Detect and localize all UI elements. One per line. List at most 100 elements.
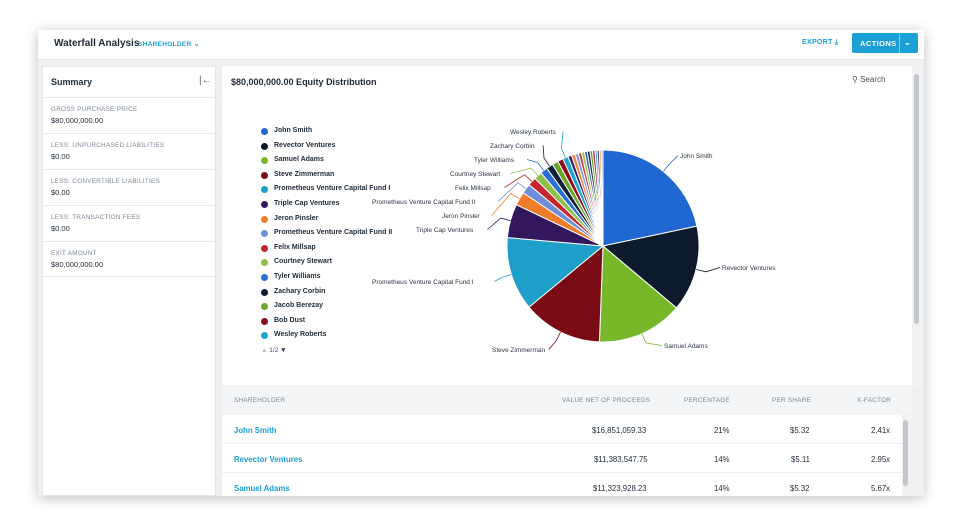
legend-swatch bbox=[261, 259, 268, 267]
legend-swatch bbox=[261, 332, 268, 340]
legend-swatch bbox=[261, 215, 268, 223]
scrollbar-thumb[interactable] bbox=[914, 74, 919, 324]
legend-item[interactable]: Prometheus Venture Capital Fund II bbox=[261, 228, 421, 240]
actions-label: ACTIONS bbox=[860, 39, 897, 48]
summary-item-value: $0.00 bbox=[51, 224, 70, 233]
table-row: Samuel Adams $11,323,928.23 14% $5.32 5.… bbox=[222, 473, 902, 496]
search-icon: ⚲ bbox=[852, 75, 858, 84]
pie-slice-label: Triple Cap Ventures bbox=[416, 227, 474, 234]
table-row: Revector Ventures $11,383,547.75 14% $5.… bbox=[222, 444, 902, 473]
pie-slice-label: Prometheus Venture Capital Fund II bbox=[372, 199, 476, 206]
legend-label: Zachary Corbin bbox=[274, 287, 326, 295]
chevron-down-icon: ⌄ bbox=[193, 41, 200, 48]
collapse-panel-icon[interactable]: |← bbox=[199, 75, 212, 86]
view-dropdown-label: SHAREHOLDER bbox=[138, 41, 192, 48]
legend-item[interactable]: Bob Dust bbox=[261, 316, 421, 328]
pie-slice-label: Felix Millsap bbox=[455, 185, 491, 192]
summary-item-value: $0.00 bbox=[51, 188, 70, 197]
search-button[interactable]: ⚲ Search bbox=[852, 75, 885, 84]
shareholder-link[interactable]: John Smith bbox=[234, 426, 277, 435]
legend-label: Felix Millsap bbox=[274, 243, 316, 251]
summary-item: LESS: TRANSACTION FEES $0.00 bbox=[43, 205, 217, 241]
pie-slice-label: Tyler Williams bbox=[474, 157, 515, 164]
chart-scrollbar[interactable] bbox=[912, 66, 922, 388]
legend-label: Steve Zimmerman bbox=[274, 170, 335, 178]
legend-swatch bbox=[261, 230, 268, 238]
top-bar: Waterfall Analysis SHAREHOLDER ⌄ EXPORT … bbox=[38, 30, 924, 60]
pager-total: 2 bbox=[274, 347, 279, 354]
pie-slice-label: Samuel Adams bbox=[664, 343, 708, 350]
page-down-icon[interactable]: ▼ bbox=[280, 347, 287, 354]
pie-slice-label: Revector Ventures bbox=[722, 265, 776, 272]
legend-item[interactable]: Courtney Stewart bbox=[261, 257, 421, 269]
table-scrollbar[interactable] bbox=[902, 418, 910, 496]
pie-leader-line bbox=[497, 182, 527, 202]
legend-item[interactable]: Zachary Corbin bbox=[261, 287, 421, 299]
percentage-cell: 21% bbox=[714, 426, 730, 435]
legend-swatch bbox=[261, 244, 268, 252]
legend-item[interactable]: Triple Cap Ventures bbox=[261, 199, 421, 211]
column-header-percentage[interactable]: PERCENTAGE bbox=[684, 397, 730, 404]
legend-label: Jacob Berezay bbox=[274, 302, 324, 310]
legend-label: Jeron Pinsler bbox=[274, 214, 319, 222]
legend-item[interactable]: Wesley Roberts bbox=[261, 330, 421, 342]
value-cell: $16,851,059.33 bbox=[592, 426, 647, 435]
pie-leader-line bbox=[663, 155, 679, 172]
pie-slice[interactable] bbox=[601, 225, 700, 309]
actions-divider bbox=[899, 33, 900, 53]
legend-item[interactable]: Jacob Berezay bbox=[261, 301, 421, 313]
table-row: John Smith $16,851,059.33 21% $5.32 2.41… bbox=[222, 415, 902, 444]
shareholder-link[interactable]: Revector Ventures bbox=[234, 455, 303, 464]
legend-item[interactable]: Jeron Pinsler bbox=[261, 214, 421, 226]
view-dropdown[interactable]: SHAREHOLDER ⌄ bbox=[138, 40, 200, 48]
pie-leader-line bbox=[491, 193, 520, 216]
legend-swatch bbox=[261, 171, 268, 179]
summary-item: GROSS PURCHASE PRICE $80,000,000.00 bbox=[43, 97, 217, 133]
pie-leader-line bbox=[526, 159, 545, 171]
legend-label: Revector Ventures bbox=[274, 141, 336, 149]
legend-item[interactable]: Steve Zimmerman bbox=[261, 170, 421, 182]
legend-item[interactable]: Tyler Williams bbox=[261, 272, 421, 284]
pie-leader-line bbox=[487, 217, 511, 230]
legend-swatch bbox=[261, 142, 268, 150]
summary-item-label: EXIT AMOUNT bbox=[51, 250, 97, 257]
export-button[interactable]: EXPORT ⤓ bbox=[802, 39, 838, 47]
pie-leader-line bbox=[548, 331, 561, 350]
summary-item: LESS: CONVERTIBLE LIABILITIES $0.00 bbox=[43, 169, 217, 205]
percentage-cell: 14% bbox=[714, 455, 730, 464]
legend-pager: ▲ 1/2 ▼ bbox=[261, 347, 287, 354]
per-share-cell: $5.32 bbox=[790, 484, 810, 493]
column-header-shareholder[interactable]: SHAREHOLDER bbox=[234, 397, 286, 404]
pie-leader-line bbox=[504, 174, 533, 188]
legend-item[interactable]: Felix Millsap bbox=[261, 243, 421, 255]
pie-leader-line bbox=[542, 145, 550, 167]
pie-leader-line bbox=[494, 274, 512, 282]
legend-label: Prometheus Venture Capital Fund I bbox=[274, 185, 391, 193]
legend-label: Prometheus Venture Capital Fund II bbox=[274, 229, 393, 237]
pie-slice[interactable] bbox=[598, 244, 678, 343]
page-up-icon[interactable]: ▲ bbox=[261, 347, 268, 354]
legend-item[interactable]: Prometheus Venture Capital Fund I bbox=[261, 184, 421, 196]
chevron-down-icon[interactable]: ⌄ bbox=[904, 38, 912, 47]
legend-label: John Smith bbox=[274, 127, 313, 134]
pie-slice[interactable] bbox=[600, 149, 604, 247]
pie-slice-label: John Smith bbox=[680, 153, 713, 160]
chart-panel: $80,000,000.00 Equity Distribution ⚲ Sea… bbox=[222, 66, 912, 388]
table-header: SHAREHOLDER VALUE NET OF PROCEEDS PERCEN… bbox=[222, 385, 912, 415]
column-header-value[interactable]: VALUE NET OF PROCEEDS bbox=[562, 397, 651, 404]
download-icon: ⤓ bbox=[834, 39, 839, 46]
legend-item[interactable]: John Smith bbox=[261, 126, 421, 138]
per-share-cell: $5.11 bbox=[791, 455, 810, 464]
pie-leader-line bbox=[696, 267, 721, 273]
column-header-xfactor[interactable]: X-FACTOR bbox=[857, 397, 892, 404]
percentage-cell: 14% bbox=[714, 484, 730, 493]
legend-label: Tyler Williams bbox=[274, 273, 321, 280]
column-header-per-share[interactable]: PER SHARE bbox=[772, 397, 812, 404]
legend-item[interactable]: Samuel Adams bbox=[261, 155, 421, 167]
shareholder-link[interactable]: Samuel Adams bbox=[234, 484, 290, 493]
legend-label: Bob Dust bbox=[274, 316, 306, 324]
pie-slice[interactable] bbox=[602, 149, 698, 247]
scrollbar-thumb[interactable] bbox=[903, 420, 908, 486]
actions-button[interactable]: ACTIONS ⌄ bbox=[852, 33, 918, 53]
legend-item[interactable]: Revector Ventures bbox=[261, 141, 421, 153]
